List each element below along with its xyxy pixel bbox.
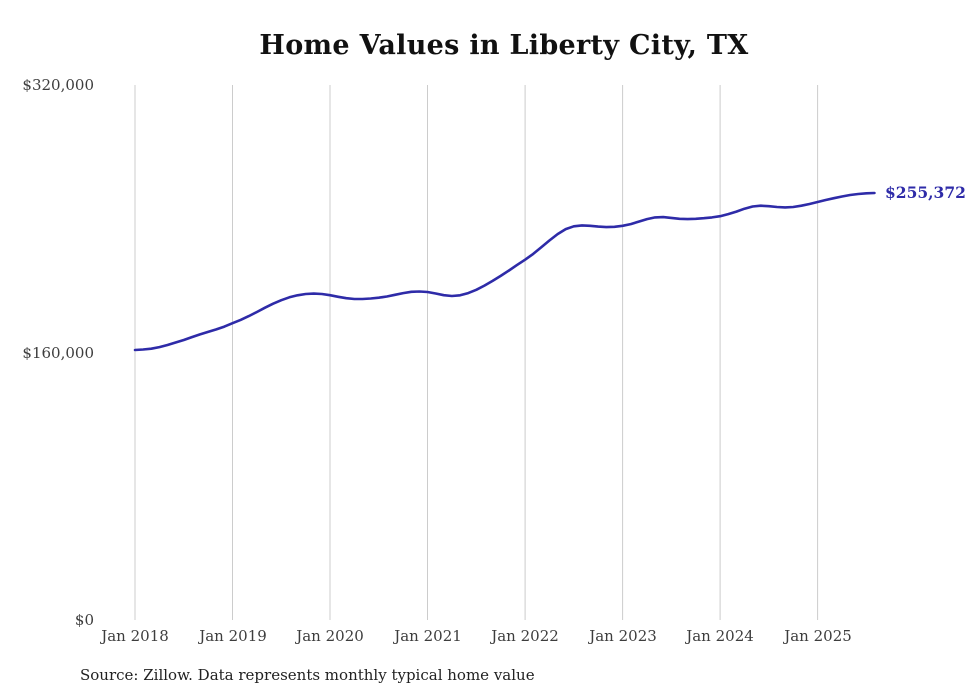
x-axis-tick-label: Jan 2022 [491, 627, 559, 645]
end-value-label: $255,372 [885, 183, 966, 202]
x-axis-tick-label: Jan 2024 [686, 627, 754, 645]
chart-title: Home Values in Liberty City, TX [259, 30, 749, 61]
x-axis-tick-label: Jan 2020 [296, 627, 364, 645]
x-axis-tick-label: Jan 2021 [394, 627, 462, 645]
y-axis-tick-label: $0 [74, 611, 94, 629]
y-axis-tick-label: $160,000 [22, 344, 94, 362]
x-axis-tick-label: Jan 2019 [199, 627, 267, 645]
x-axis-tick-label: Jan 2023 [589, 627, 657, 645]
source-attribution: Source: Zillow. Data represents monthly … [80, 666, 535, 684]
x-axis-tick-label: Jan 2018 [101, 627, 169, 645]
x-axis-tick-label: Jan 2025 [784, 627, 852, 645]
y-axis-tick-label: $320,000 [22, 76, 94, 94]
